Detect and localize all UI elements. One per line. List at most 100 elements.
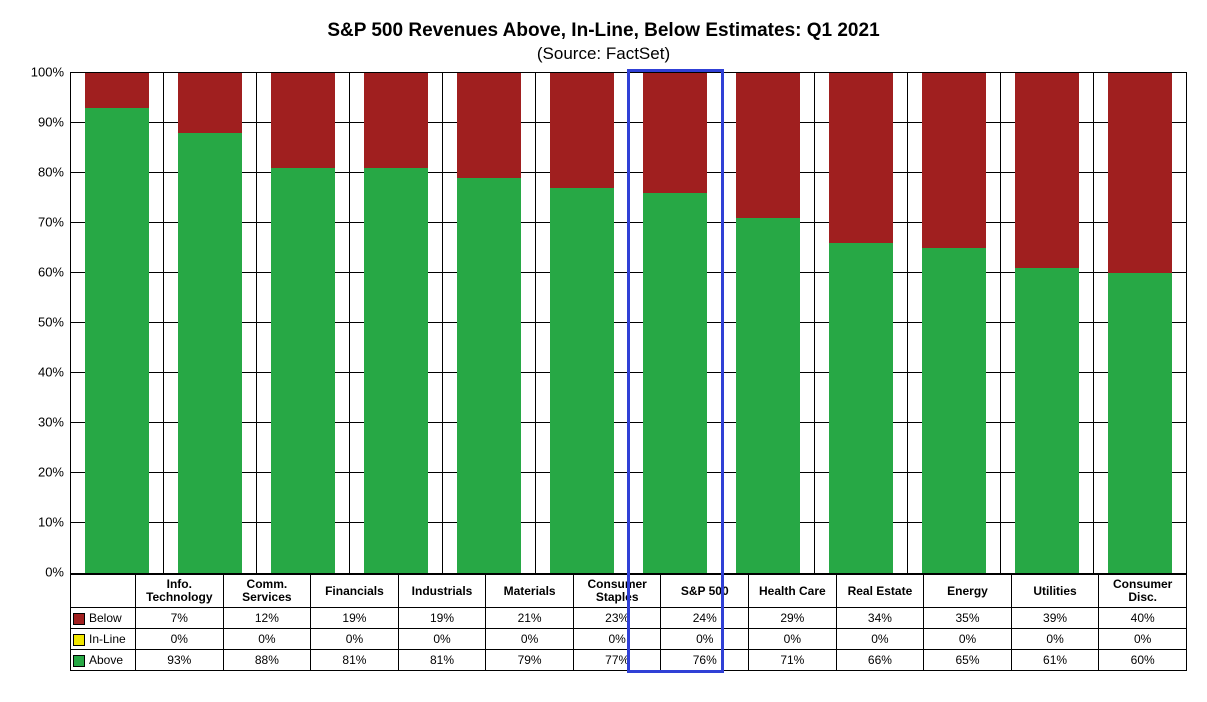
data-cell: 88% bbox=[223, 650, 311, 671]
data-cell: 0% bbox=[924, 629, 1012, 650]
chart-body: 0%10%20%30%40%50%60%70%80%90%100% bbox=[20, 72, 1187, 574]
segment-above bbox=[922, 248, 986, 573]
plot-area bbox=[70, 72, 1187, 574]
bar-slot bbox=[536, 73, 629, 573]
bar-slot bbox=[815, 73, 908, 573]
data-cell: 0% bbox=[486, 629, 574, 650]
data-cell: 29% bbox=[749, 608, 837, 629]
series-label-above: Above bbox=[71, 650, 136, 671]
y-tick-label: 60% bbox=[38, 265, 64, 280]
bar-slot bbox=[1001, 73, 1094, 573]
segment-above bbox=[829, 243, 893, 573]
category-header: Energy bbox=[924, 575, 1012, 608]
segment-above bbox=[457, 178, 521, 573]
category-header: Info. Technology bbox=[136, 575, 224, 608]
category-header: Real Estate bbox=[836, 575, 924, 608]
y-tick-label: 0% bbox=[45, 565, 64, 580]
segment-below bbox=[1015, 73, 1079, 268]
data-cell: 23% bbox=[573, 608, 661, 629]
y-tick-label: 20% bbox=[38, 465, 64, 480]
data-cell: 0% bbox=[573, 629, 661, 650]
segment-below bbox=[271, 73, 335, 168]
category-header: Consumer Staples bbox=[573, 575, 661, 608]
segment-below bbox=[364, 73, 428, 168]
segment-above bbox=[271, 168, 335, 573]
series-label-below: Below bbox=[71, 608, 136, 629]
table-corner bbox=[71, 575, 136, 608]
bar bbox=[922, 73, 986, 573]
data-cell: 0% bbox=[836, 629, 924, 650]
data-cell: 34% bbox=[836, 608, 924, 629]
segment-above bbox=[550, 188, 614, 573]
y-tick-label: 80% bbox=[38, 165, 64, 180]
data-cell: 60% bbox=[1099, 650, 1187, 671]
chart-title: S&P 500 Revenues Above, In-Line, Below E… bbox=[20, 20, 1187, 42]
data-cell: 79% bbox=[486, 650, 574, 671]
data-cell: 0% bbox=[1011, 629, 1099, 650]
category-header: Utilities bbox=[1011, 575, 1099, 608]
category-header: Consumer Disc. bbox=[1099, 575, 1187, 608]
bar bbox=[457, 73, 521, 573]
data-cell: 40% bbox=[1099, 608, 1187, 629]
bar bbox=[550, 73, 614, 573]
y-tick-label: 40% bbox=[38, 365, 64, 380]
segment-below bbox=[643, 73, 707, 193]
segment-below bbox=[922, 73, 986, 248]
data-cell: 12% bbox=[223, 608, 311, 629]
segment-below bbox=[457, 73, 521, 178]
series-label-inline: In-Line bbox=[71, 629, 136, 650]
data-cell: 93% bbox=[136, 650, 224, 671]
data-cell: 0% bbox=[136, 629, 224, 650]
bar-slot bbox=[443, 73, 536, 573]
y-tick-label: 30% bbox=[38, 415, 64, 430]
above-swatch-icon bbox=[73, 655, 85, 667]
data-cell: 81% bbox=[398, 650, 486, 671]
data-table: Info. TechnologyComm. ServicesFinancials… bbox=[70, 574, 1187, 671]
bar bbox=[1108, 73, 1172, 573]
data-cell: 0% bbox=[398, 629, 486, 650]
segment-above bbox=[1015, 268, 1079, 573]
data-cell: 76% bbox=[661, 650, 749, 671]
segment-above bbox=[643, 193, 707, 573]
y-tick-label: 10% bbox=[38, 515, 64, 530]
data-cell: 0% bbox=[1099, 629, 1187, 650]
data-cell: 0% bbox=[661, 629, 749, 650]
bar-slot bbox=[1094, 73, 1186, 573]
segment-below bbox=[178, 73, 242, 133]
bar-slot bbox=[722, 73, 815, 573]
data-cell: 77% bbox=[573, 650, 661, 671]
data-cell: 39% bbox=[1011, 608, 1099, 629]
category-header: Comm. Services bbox=[223, 575, 311, 608]
data-cell: 19% bbox=[311, 608, 399, 629]
bar bbox=[271, 73, 335, 573]
segment-below bbox=[85, 73, 149, 108]
bar-slot bbox=[257, 73, 350, 573]
bar-slot bbox=[629, 73, 722, 573]
data-cell: 66% bbox=[836, 650, 924, 671]
y-tick-label: 100% bbox=[31, 65, 64, 80]
bar-slot bbox=[908, 73, 1001, 573]
bar-slot bbox=[350, 73, 443, 573]
y-tick-label: 90% bbox=[38, 115, 64, 130]
segment-below bbox=[1108, 73, 1172, 273]
y-axis: 0%10%20%30%40%50%60%70%80%90%100% bbox=[20, 72, 70, 572]
bar bbox=[643, 73, 707, 573]
category-header: Industrials bbox=[398, 575, 486, 608]
segment-below bbox=[736, 73, 800, 218]
y-tick-label: 50% bbox=[38, 315, 64, 330]
bar-slot bbox=[71, 73, 164, 573]
bar bbox=[736, 73, 800, 573]
data-cell: 7% bbox=[136, 608, 224, 629]
data-cell: 71% bbox=[749, 650, 837, 671]
segment-below bbox=[829, 73, 893, 243]
bar bbox=[829, 73, 893, 573]
chart-subtitle: (Source: FactSet) bbox=[20, 44, 1187, 64]
bar bbox=[364, 73, 428, 573]
data-cell: 0% bbox=[223, 629, 311, 650]
below-swatch-icon bbox=[73, 613, 85, 625]
bar bbox=[85, 73, 149, 573]
inline-swatch-icon bbox=[73, 634, 85, 646]
segment-above bbox=[178, 133, 242, 573]
segment-below bbox=[550, 73, 614, 188]
data-cell: 35% bbox=[924, 608, 1012, 629]
